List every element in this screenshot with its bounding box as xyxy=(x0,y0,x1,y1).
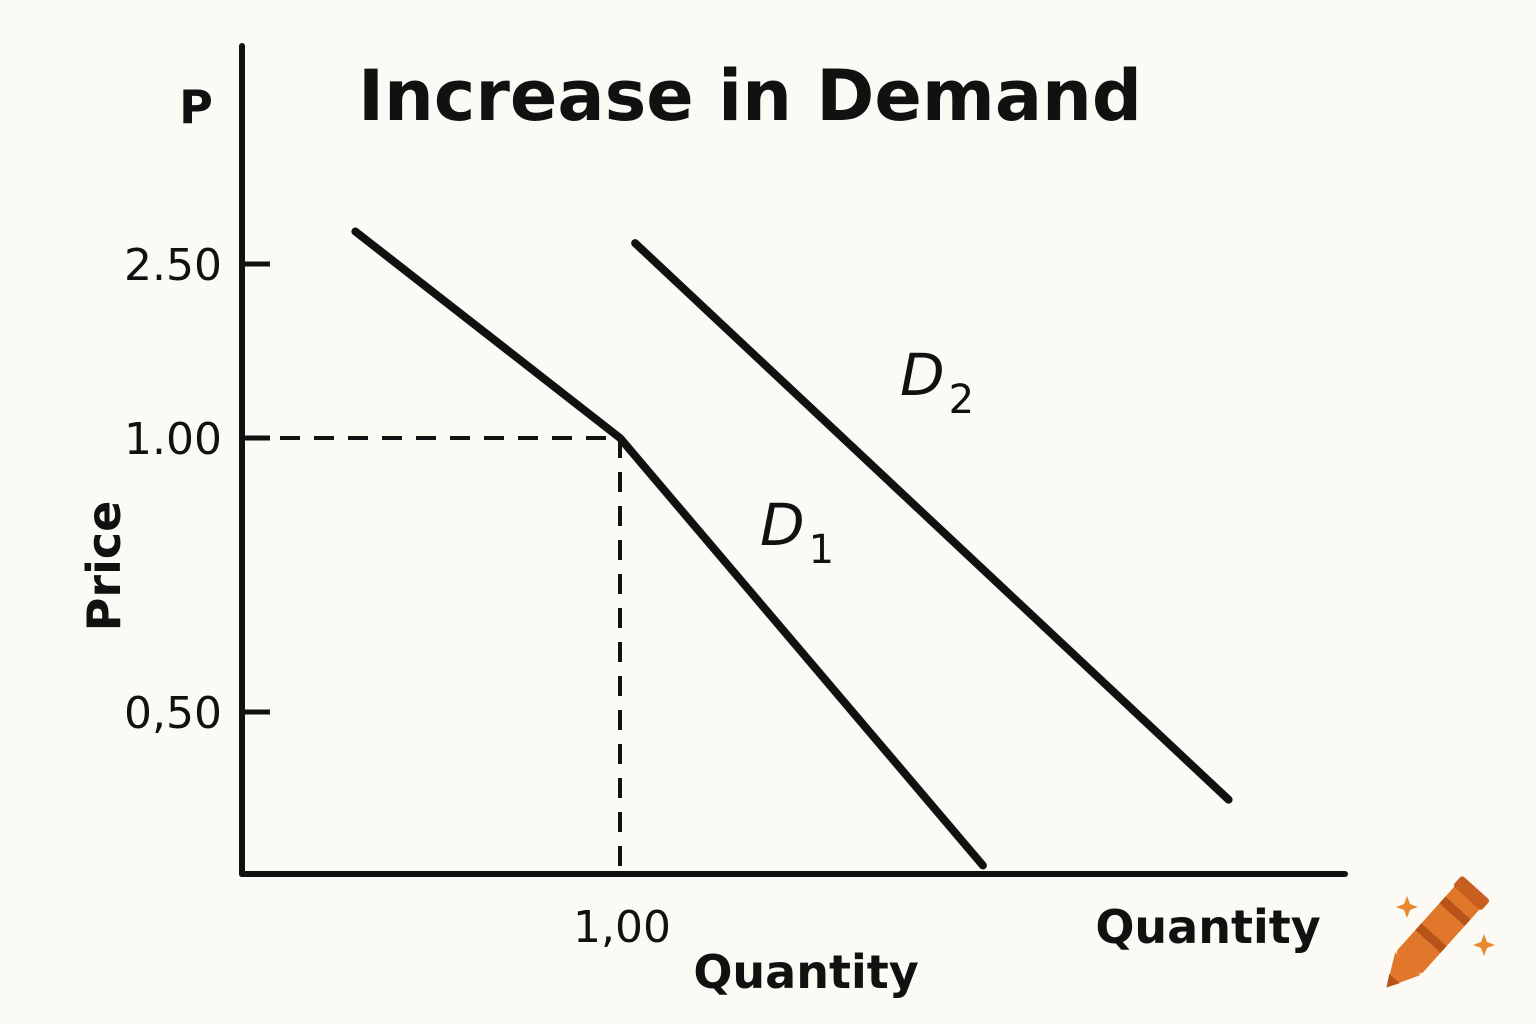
chart-title: Increase in Demand xyxy=(358,55,1142,137)
sparkle-icon xyxy=(1396,896,1495,956)
demand-curve-2 xyxy=(631,239,1233,804)
y-tick-label: 1.00 xyxy=(124,414,222,465)
curve-label-main: D xyxy=(760,491,805,559)
y-tick-label: 0,50 xyxy=(124,688,222,739)
curve-label-sub: 2 xyxy=(949,377,974,423)
crayon-icon xyxy=(1386,876,1490,988)
y-axis-label: Price xyxy=(77,501,131,632)
demand-curves: D 1D 2 xyxy=(351,227,1233,870)
curve-label-main: D xyxy=(900,341,945,409)
y-axis-letter: P xyxy=(179,80,213,134)
x-axis-label-end: Quantity xyxy=(1095,900,1320,954)
curve-label-sub: 1 xyxy=(809,527,834,573)
y-tick-label: 2.50 xyxy=(124,240,222,291)
x-axis-label-center: Quantity xyxy=(693,945,918,999)
demand-curve-1 xyxy=(351,227,987,870)
x-tick-label: 1,00 xyxy=(573,902,671,953)
reference-guides xyxy=(246,436,622,866)
x-ticks: 1,00 xyxy=(573,902,671,953)
y-ticks: 2.50 1.00 0,50 xyxy=(124,240,270,739)
